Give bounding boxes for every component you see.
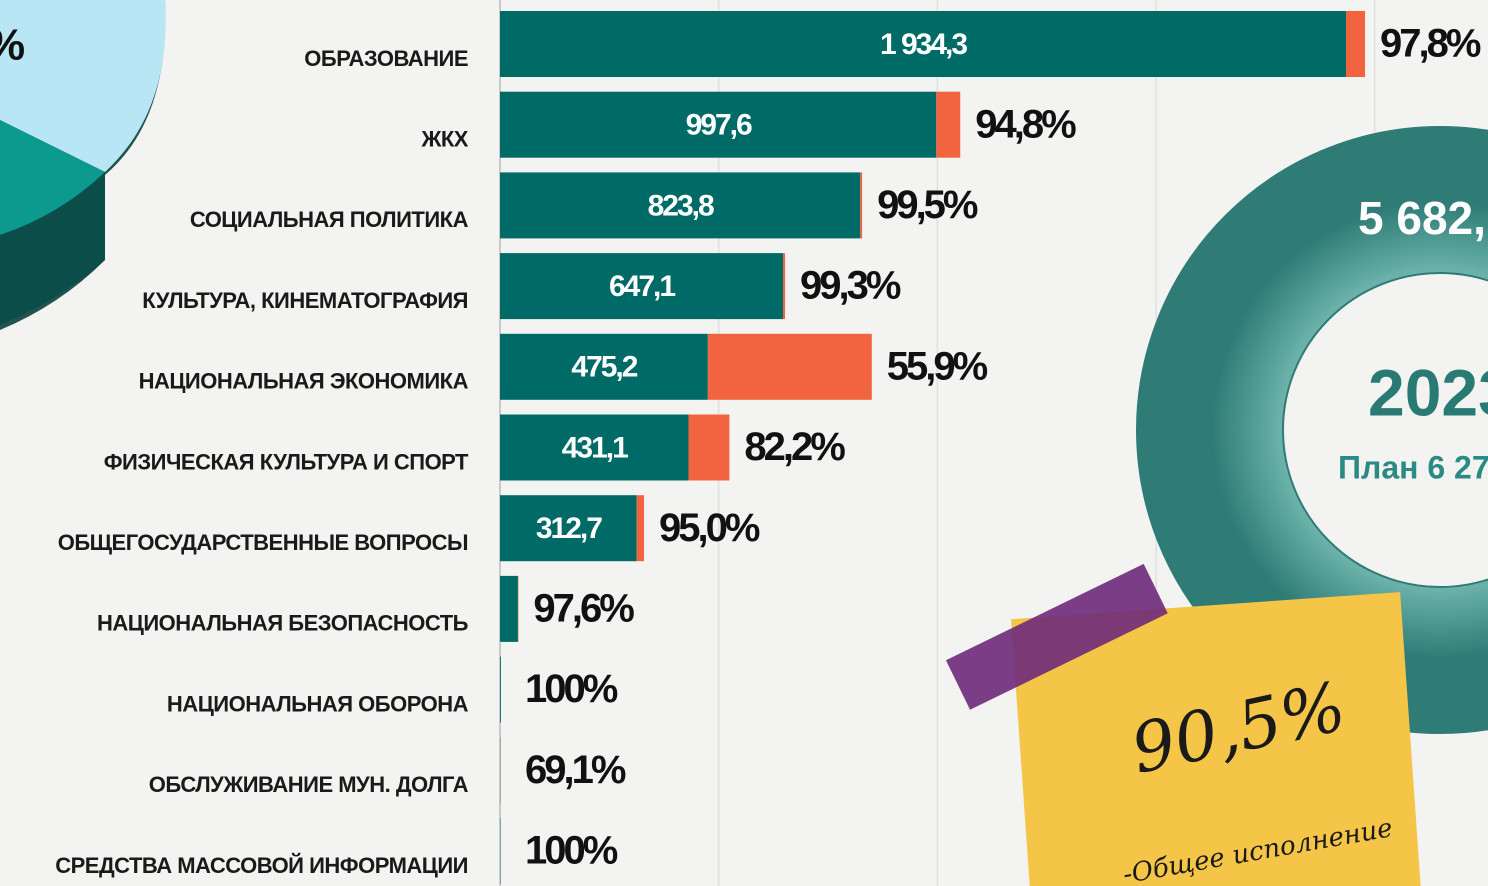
bar-segment [500,414,689,481]
value-label: 647,1 [609,270,675,303]
percent-label: 69,1% [525,748,626,792]
percent-label: 55,9% [887,344,988,388]
pie-slice [0,0,166,172]
percent-label: 100% [525,667,618,711]
bar-segment [936,91,961,158]
bar-segment [688,414,730,481]
bar-segment [500,11,1346,77]
category-label: КУЛЬТУРА, КИНЕМАТОГРАФИЯ [142,288,468,313]
category-label: ФИЗИЧЕСКАЯ КУЛЬТУРА И СПОРТ [104,449,469,474]
donut-ring [1137,127,1488,733]
bar-segment [636,495,644,562]
pie-slice [0,172,105,325]
bar-segment [500,656,501,723]
bar-segment [500,575,518,642]
donut-total: 5 682, [1358,192,1486,244]
donut-plan: План 6 27 [1338,449,1488,485]
percent-label: 99,3% [800,264,901,308]
pie-label: % [0,21,25,70]
percent-label: 94,8% [975,102,1076,146]
donut-edge [1136,126,1488,734]
category-label: НАЦИОНАЛЬНАЯ ЭКОНОМИКА [139,369,469,394]
category-label: СРЕДСТВА МАССОВОЙ ИНФОРМАЦИИ [55,853,468,878]
bar-segment [500,91,937,158]
category-label: ОБСЛУЖИВАНИЕ МУН. ДОЛГА [149,772,469,797]
percent-label: 99,5% [877,183,978,227]
donut-hole [1282,272,1488,588]
value-label: 997,6 [686,109,752,142]
category-label: НАЦИОНАЛЬНАЯ БЕЗОПАСНОСТЬ [97,611,469,636]
sticky-note: 90,5% -Общее исполнение [945,563,1422,886]
note-paper [1011,592,1422,886]
donut-year: 2023 [1368,355,1488,429]
percent-label: 82,2% [744,425,845,469]
percent-label: 97,6% [533,586,634,630]
pie-slice [0,120,105,235]
note-tape [945,563,1168,710]
category-label: НАЦИОНАЛЬНАЯ ОБОРОНА [167,691,469,716]
value-label: 312,7 [536,512,602,545]
bar-segment [500,253,784,320]
bar-segment [707,333,872,400]
category-label: ОБЩЕГОСУДАРСТВЕННЫЕ ВОПРОСЫ [58,530,468,555]
value-label: 1 934,3 [880,28,967,61]
value-label: 431,1 [562,431,628,464]
percent-label: 100% [525,829,618,873]
category-label: ЖКХ [421,127,469,152]
bars: ОБРАЗОВАНИЕ 1 934,3 97,8% ЖКХ 997,6 94,8% СОЦИ… [55,11,1484,884]
category-label: СОЦИАЛЬНАЯ ПОЛИТИКА [190,207,469,232]
bar-segment [783,253,786,320]
category-label: ОБРАЗОВАНИЕ [304,46,468,71]
bar-segment [500,333,708,400]
percent-label: 95,0% [659,506,760,550]
bar-segment [860,172,863,239]
bar-segment [500,495,637,562]
pie-fragment: % [0,0,166,330]
value-label: 475,2 [571,351,637,384]
bar-segment [500,172,861,239]
value-label: 823,8 [648,189,714,222]
donut: 5 682, 2023 План 6 27 [1136,126,1488,734]
percent-label: 97,8% [1380,22,1481,66]
bar-segment [1345,11,1366,77]
